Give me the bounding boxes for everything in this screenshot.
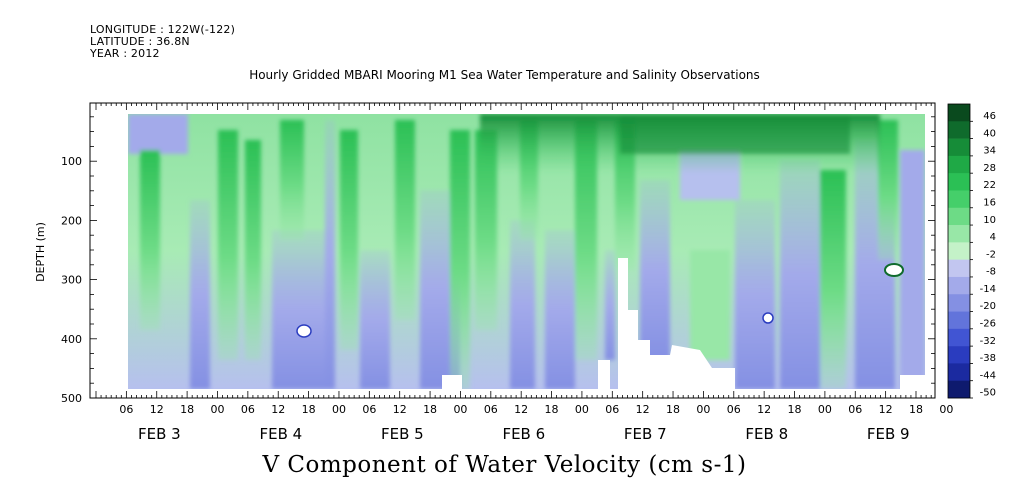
colorbar-swatch — [948, 259, 970, 278]
colorbar-label: -32 — [980, 336, 996, 347]
colorbar-label: 16 — [983, 197, 996, 208]
colorbar-swatch — [948, 294, 970, 312]
colorbar-swatch — [948, 207, 970, 226]
colorbar-label: -44 — [980, 370, 996, 381]
day-label: FEB 4 — [259, 425, 302, 443]
colorbar-label: 22 — [983, 180, 996, 191]
plot-frame — [89, 102, 936, 399]
colorbar-label: 34 — [983, 146, 996, 157]
x-tick-label: 12 — [636, 403, 650, 416]
x-tick-label: 18 — [666, 403, 680, 416]
colorbar-swatch — [948, 242, 970, 260]
colorbar: 46 40 34 28 22 16 10 4 -2 -8 -14 -20 -26 -32 -38 -44 -50 — [947, 103, 996, 399]
x-axis: 06 12 18 00 06 12 18 00 06 12 18 00 06 12 18 00 06 12 18 00… — [95, 103, 953, 443]
colorbar-label: 46 — [983, 111, 996, 122]
day-label: FEB 8 — [745, 425, 788, 443]
colorbar-label: 28 — [983, 163, 996, 174]
colorbar-swatch — [948, 346, 970, 364]
colorbar-label: 40 — [983, 128, 996, 139]
x-tick-label: 00 — [332, 403, 346, 416]
colorbar-swatch — [948, 190, 970, 209]
colorbar-label: -20 — [980, 301, 996, 312]
y-axis: 100 200 300 400 500 — [61, 116, 935, 405]
x-tick-label: 18 — [909, 403, 923, 416]
x-tick-label: 18 — [545, 403, 559, 416]
x-tick-label: 00 — [453, 403, 467, 416]
chart-title: Hourly Gridded MBARI Mooring M1 Sea Wate… — [249, 68, 760, 82]
colorbar-swatch — [948, 363, 970, 382]
colorbar-swatch — [948, 173, 970, 191]
x-tick-label: 06 — [241, 403, 255, 416]
colorbar-frame — [947, 103, 971, 399]
colorbar-swatch — [948, 155, 970, 174]
colorbar-label: -50 — [980, 388, 996, 399]
chart-variable-label: V Component of Water Velocity (cm s-1) — [262, 452, 747, 478]
y-tick-label: 100 — [61, 155, 82, 168]
colorbar-label: -26 — [980, 319, 996, 330]
x-tick-label: 06 — [605, 403, 619, 416]
x-tick-label: 06 — [119, 403, 133, 416]
x-tick-label: 18 — [302, 403, 316, 416]
x-tick-label: 12 — [150, 403, 164, 416]
x-tick-label: 06 — [362, 403, 376, 416]
colorbar-label: -38 — [980, 353, 996, 364]
longitude-label: LONGITUDE : 122W(-122) — [90, 23, 236, 36]
x-tick-label: 06 — [727, 403, 741, 416]
x-tick-label: 18 — [180, 403, 194, 416]
x-tick-label: 12 — [879, 403, 893, 416]
colorbar-label: 10 — [983, 215, 996, 226]
x-tick-label: 00 — [696, 403, 710, 416]
y-tick-label: 200 — [61, 214, 82, 227]
colorbar-swatch — [948, 328, 970, 347]
x-tick-label: 12 — [757, 403, 771, 416]
day-label: FEB 9 — [867, 425, 910, 443]
colorbar-swatch — [948, 104, 970, 122]
colorbar-swatch — [948, 276, 970, 295]
colorbar-swatch — [948, 225, 970, 243]
colorbar-label: 4 — [990, 232, 996, 243]
y-tick-label: 500 — [61, 392, 82, 405]
x-tick-label: 12 — [271, 403, 285, 416]
colorbar-swatch — [948, 121, 970, 139]
colorbar-label: -8 — [986, 267, 996, 278]
day-label: FEB 5 — [381, 425, 424, 443]
y-tick-label: 300 — [61, 274, 82, 287]
x-tick-label: 18 — [423, 403, 437, 416]
x-tick-label: 12 — [393, 403, 407, 416]
day-label: FEB 6 — [502, 425, 545, 443]
x-tick-label: 00 — [210, 403, 224, 416]
x-tick-label: 12 — [514, 403, 528, 416]
y-axis-label: DEPTH (m) — [34, 222, 47, 282]
x-tick-label: 06 — [848, 403, 862, 416]
x-tick-label: 18 — [788, 403, 802, 416]
x-tick-label: 00 — [575, 403, 589, 416]
day-label: FEB 3 — [138, 425, 181, 443]
x-tick-label: 00 — [818, 403, 832, 416]
colorbar-label: -14 — [980, 284, 996, 295]
year-label: YEAR : 2012 — [90, 47, 160, 60]
colorbar-label: -2 — [986, 249, 996, 260]
day-label: FEB 7 — [624, 425, 667, 443]
heatmap-field — [128, 114, 925, 389]
x-tick-label: 00 — [939, 403, 953, 416]
x-tick-label: 06 — [484, 403, 498, 416]
colorbar-swatch — [948, 380, 970, 399]
colorbar-swatch — [948, 138, 970, 157]
colorbar-swatch — [948, 311, 970, 330]
latitude-label: LATITUDE : 36.8N — [90, 35, 190, 48]
y-tick-label: 400 — [61, 333, 82, 346]
